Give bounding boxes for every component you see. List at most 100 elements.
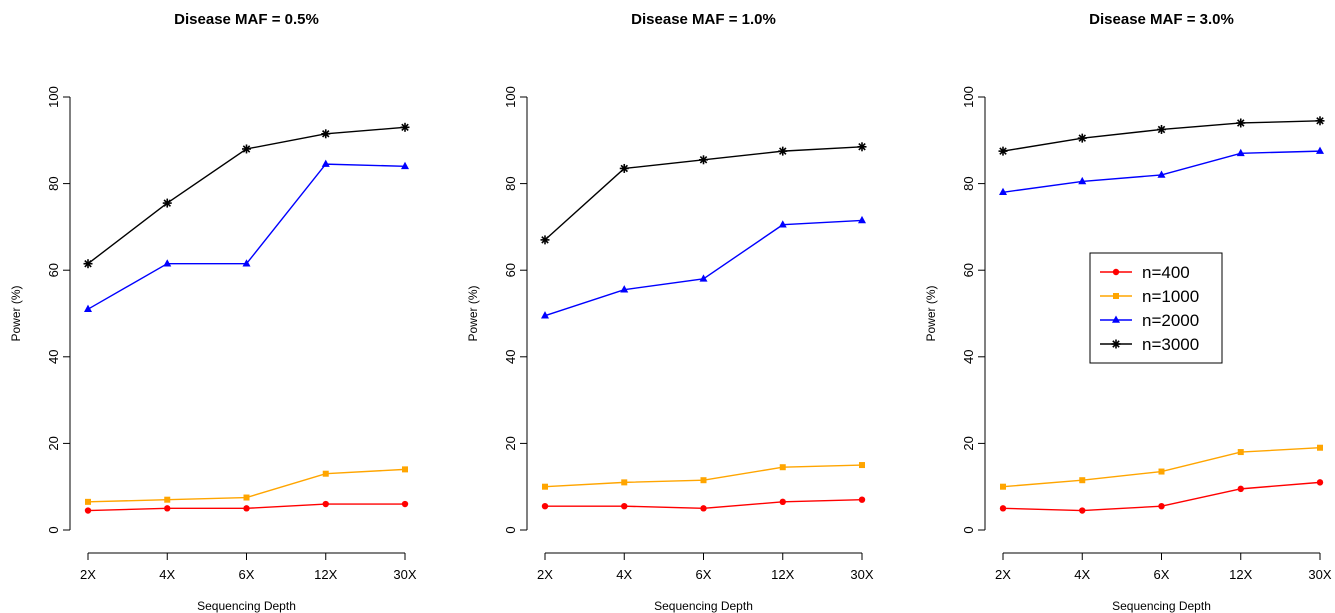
y-tick-label: 0	[961, 526, 976, 533]
data-point	[1316, 146, 1324, 154]
x-tick-label: 2X	[995, 567, 1011, 582]
data-point	[321, 159, 330, 167]
legend-label: n=3000	[1142, 335, 1199, 354]
y-tick-label: 20	[503, 436, 518, 450]
x-tick-label: 6X	[696, 567, 712, 582]
y-tick-label: 0	[46, 526, 61, 533]
data-point	[242, 259, 251, 267]
series-line-n2000	[544, 219, 863, 317]
y-tick-label: 80	[46, 176, 61, 190]
panel-1: Disease MAF = 0.5% 2X 4X 6X 12X 30X Sequencing…	[9, 11, 417, 613]
panel-3: Disease MAF = 3.0% 2X 4X 6X 12X 30X Sequencing…	[924, 11, 1332, 613]
y-tick-label: 100	[503, 86, 518, 108]
data-point	[162, 198, 172, 208]
data-point	[778, 146, 788, 156]
chart-title: Disease MAF = 0.5%	[174, 11, 319, 28]
data-point	[858, 215, 866, 224]
legend-label: n=1000	[1142, 287, 1199, 306]
data-point	[779, 498, 786, 506]
y-tick-label: 60	[46, 263, 61, 277]
data-point	[1237, 485, 1244, 493]
chart-title: Disease MAF = 3.0%	[1089, 11, 1234, 28]
x-tick-label: 6X	[239, 567, 255, 582]
panel-2: Disease MAF = 1.0% 2X 4X 6X 12X 30X Sequencing…	[466, 11, 874, 613]
data-point	[1157, 124, 1166, 134]
data-point	[164, 505, 171, 512]
data-point	[541, 502, 549, 510]
data-point	[243, 494, 250, 501]
data-point	[621, 502, 628, 510]
data-point	[859, 462, 865, 469]
data-point	[400, 122, 410, 132]
data-point	[1237, 449, 1244, 456]
data-point	[621, 479, 628, 486]
y-tick-label: 80	[961, 176, 976, 190]
data-point	[999, 505, 1007, 512]
x-tick-label: 4X	[616, 567, 632, 582]
data-point	[84, 304, 92, 312]
data-point	[243, 505, 250, 512]
data-point	[1157, 170, 1166, 178]
x-tick-label: 12X	[771, 567, 794, 582]
data-point	[778, 220, 787, 228]
data-point	[1158, 502, 1165, 510]
y-tick-label: 100	[961, 86, 976, 108]
data-point	[163, 259, 172, 267]
x-tick-label: 2X	[80, 567, 96, 582]
y-tick-label: 60	[503, 263, 518, 277]
x-axis-label: Sequencing Depth	[1112, 599, 1211, 613]
series-line-n1000	[1002, 447, 1321, 488]
data-point	[700, 477, 707, 484]
data-point	[321, 129, 331, 139]
x-tick-label: 4X	[159, 567, 175, 582]
data-point	[1316, 479, 1324, 486]
data-point	[998, 146, 1008, 156]
series-line-n2000	[87, 163, 406, 310]
data-point	[1077, 133, 1087, 143]
data-point	[1078, 176, 1087, 185]
series-line-n1000	[544, 464, 863, 488]
data-point	[322, 500, 329, 508]
x-tick-label: 12X	[314, 567, 337, 582]
x-tick-label: 6X	[1154, 567, 1170, 582]
data-point	[164, 496, 171, 503]
data-point	[322, 470, 329, 477]
data-point	[779, 464, 786, 471]
data-point	[1079, 477, 1086, 484]
y-axis-label: Power (%)	[924, 285, 938, 341]
data-point	[1317, 444, 1323, 451]
y-tick-label: 0	[503, 526, 518, 533]
data-point	[1236, 118, 1246, 128]
data-point	[1158, 468, 1165, 475]
y-tick-label: 40	[503, 350, 518, 364]
y-tick-label: 20	[961, 436, 976, 450]
legend-label: n=2000	[1142, 311, 1199, 330]
data-point	[857, 142, 867, 152]
x-tick-label: 30X	[850, 567, 873, 582]
y-tick-label: 80	[503, 176, 518, 190]
y-tick-label: 40	[961, 350, 976, 364]
data-point	[84, 507, 92, 514]
legend-label: n=400	[1142, 263, 1190, 282]
legend-marker	[1113, 293, 1119, 299]
data-point	[1236, 148, 1245, 157]
x-axis-label: Sequencing Depth	[654, 599, 753, 613]
data-point	[83, 259, 93, 269]
data-point	[242, 144, 251, 154]
data-point	[401, 161, 409, 170]
y-tick-label: 100	[46, 86, 61, 108]
data-point	[699, 155, 708, 165]
data-point	[619, 163, 629, 173]
data-point	[700, 505, 707, 512]
data-point	[999, 187, 1007, 196]
data-point	[1079, 507, 1086, 514]
x-tick-label: 30X	[1308, 567, 1331, 582]
legend-marker	[1111, 339, 1121, 349]
data-point	[542, 483, 548, 490]
x-tick-label: 30X	[393, 567, 416, 582]
x-axis-label: Sequencing Depth	[197, 599, 296, 613]
data-point	[620, 285, 629, 293]
legend-marker	[1112, 268, 1120, 276]
y-tick-label: 40	[46, 350, 61, 364]
